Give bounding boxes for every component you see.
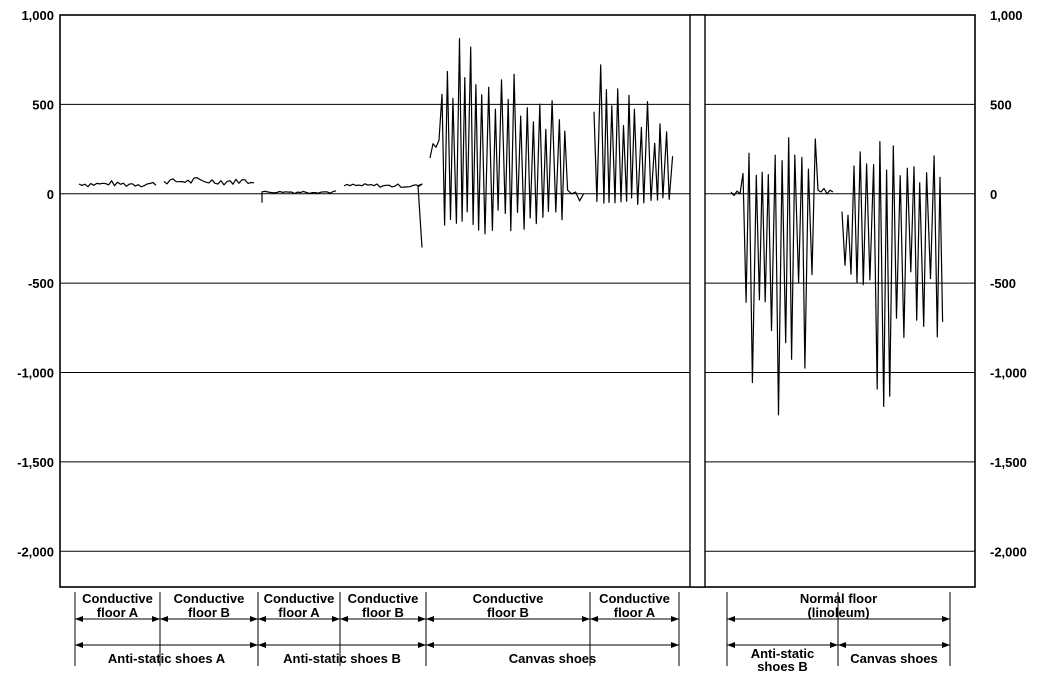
series-line (429, 38, 585, 235)
y-tick-label-right: -2,000 (990, 544, 1027, 559)
series-line (593, 64, 674, 205)
y-tick-label-left: 1,000 (21, 8, 54, 23)
segment-label: floor A (97, 605, 139, 620)
arrowhead (340, 616, 348, 622)
plot-frame (59, 14, 976, 588)
gridlines (60, 14, 975, 552)
segment-label: floor B (487, 605, 529, 620)
panel-separator (689, 14, 706, 588)
segment-label: Conductive (82, 591, 153, 606)
segment-label: Conductive (348, 591, 419, 606)
segment-label: Canvas shoes (850, 651, 937, 666)
series-line (730, 137, 834, 416)
segment-label: Anti-static shoes B (283, 651, 401, 666)
arrowhead (75, 616, 83, 622)
arrowhead (250, 616, 258, 622)
arrowhead (942, 616, 950, 622)
series-line (163, 177, 255, 186)
y-tick-label-right: -500 (990, 276, 1016, 291)
arrowhead (332, 616, 340, 622)
segment-label: floor A (278, 605, 320, 620)
y-tick-label-left: -1,500 (17, 455, 54, 470)
y-tick-label-right: -1,500 (990, 455, 1027, 470)
segment-label: Conductive (599, 591, 670, 606)
y-axis-ticks: 1,000 1,000 500 500 0 0 -500 -500 -1,000 -1,000 -1… (17, 8, 1027, 559)
y-tick-label-right: -1,000 (990, 366, 1027, 381)
arrowhead (727, 642, 735, 648)
arrowhead (258, 616, 266, 622)
series-line (841, 141, 944, 407)
segment-label: shoes B (757, 659, 808, 673)
arrowhead (75, 642, 83, 648)
series-line (261, 190, 337, 203)
segment-label: Anti-static shoes A (108, 651, 226, 666)
y-tick-label-left: -500 (28, 276, 54, 291)
arrowhead (418, 642, 426, 648)
arrowhead (160, 616, 168, 622)
series-line (78, 180, 157, 188)
arrowhead (830, 642, 838, 648)
arrowhead (426, 616, 434, 622)
y-tick-label-left: -1,000 (17, 366, 54, 381)
y-tick-label-left: 0 (47, 187, 54, 202)
arrowhead (942, 642, 950, 648)
arrowhead (727, 616, 735, 622)
arrowhead (250, 642, 258, 648)
series-line (343, 183, 423, 248)
arrowhead (152, 616, 160, 622)
plot-border (59, 14, 976, 588)
segment-label: floor B (362, 605, 404, 620)
y-tick-label-left: -2,000 (17, 544, 54, 559)
segment-label: Conductive (473, 591, 544, 606)
segment-label: Canvas shoes (509, 651, 596, 666)
segment-label: floor B (188, 605, 230, 620)
arrowhead (418, 616, 426, 622)
arrowhead (258, 642, 266, 648)
arrowhead (671, 616, 679, 622)
segment-label: Conductive (264, 591, 335, 606)
arrowhead (582, 616, 590, 622)
segment-label: Conductive (174, 591, 245, 606)
segment-label: Anti-static (751, 646, 815, 661)
arrowhead (838, 642, 846, 648)
segment-label: floor A (614, 605, 656, 620)
y-tick-label-right: 1,000 (990, 8, 1023, 23)
y-tick-label-left: 500 (32, 97, 54, 112)
arrowhead (426, 642, 434, 648)
arrowhead (590, 616, 598, 622)
arrowhead (671, 642, 679, 648)
y-tick-label-right: 500 (990, 97, 1012, 112)
y-tick-label-right: 0 (990, 187, 997, 202)
series-lines (78, 38, 944, 416)
